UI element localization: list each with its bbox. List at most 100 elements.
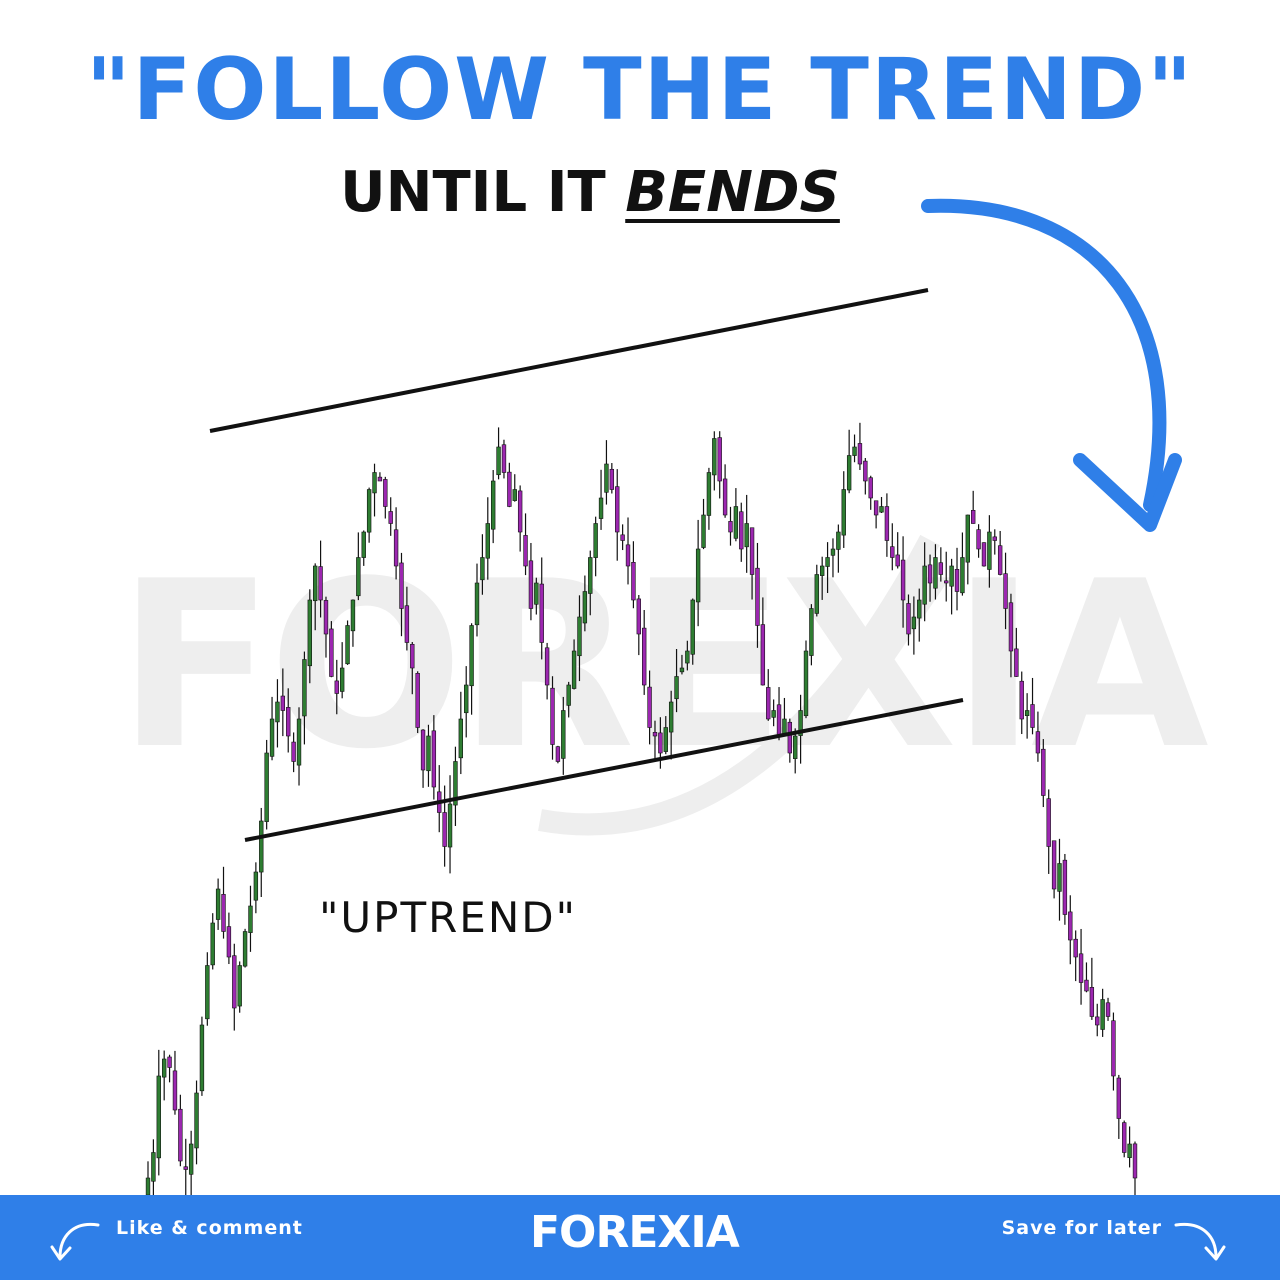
bearish-candle (404, 605, 410, 643)
bullish-candle (561, 710, 566, 759)
like-comment-label[interactable]: Like & comment (116, 1217, 303, 1239)
bearish-candle (766, 687, 771, 720)
like-arrow-icon[interactable] (48, 1217, 108, 1267)
bullish-candle (259, 820, 264, 873)
bullish-candle (879, 506, 884, 513)
bearish-candle (291, 741, 296, 762)
bearish-candle (1041, 748, 1046, 796)
subheadline-emphasis: BENDS (625, 160, 840, 225)
bullish-candle (744, 523, 749, 548)
bullish-candle (960, 557, 965, 594)
bearish-candle (280, 695, 286, 711)
bearish-candle (507, 471, 512, 507)
bullish-candle (447, 803, 453, 848)
candles-group (145, 422, 1138, 1196)
bearish-candle (728, 521, 733, 533)
lower-trendline (244, 698, 964, 842)
bearish-candle (167, 1056, 172, 1068)
bullish-candle (512, 489, 517, 501)
save-arrow-icon[interactable] (1168, 1217, 1228, 1267)
bearish-candle (1046, 798, 1051, 847)
bearish-candle (927, 564, 933, 584)
bullish-candle (307, 599, 312, 667)
bullish-candle (782, 718, 787, 734)
bearish-candle (954, 569, 960, 592)
bearish-candle (890, 546, 895, 558)
bullish-candle (1057, 863, 1062, 892)
bearish-candle (377, 476, 383, 482)
watermark-swoosh (538, 534, 940, 836)
bullish-candle (453, 761, 458, 806)
bearish-candle (647, 686, 652, 728)
bullish-candle (690, 599, 695, 655)
bearish-candle (609, 468, 615, 490)
bearish-candle (1035, 731, 1041, 754)
bullish-candle (809, 608, 814, 656)
bullish-candle (830, 548, 836, 556)
bearish-candle (863, 460, 868, 482)
bearish-candle (539, 583, 544, 643)
bearish-candle (776, 704, 782, 737)
bullish-candle (156, 1075, 161, 1159)
bullish-candle (771, 710, 776, 718)
bearish-candle (976, 529, 981, 550)
bearish-candle (431, 730, 437, 788)
bullish-candle (264, 752, 269, 822)
bearish-candle (739, 511, 744, 550)
bearish-candle (388, 511, 393, 524)
subheadline-prefix: UNTIL IT (340, 160, 626, 225)
save-later-label[interactable]: Save for later (1001, 1217, 1162, 1239)
bearish-candle (232, 955, 237, 1009)
bullish-candle (836, 531, 841, 550)
bearish-candle (981, 542, 987, 567)
bearish-candle (442, 812, 447, 847)
bullish-candle (674, 676, 679, 700)
bearish-candle (1132, 1143, 1138, 1179)
bullish-candle (237, 965, 242, 1007)
bullish-candle (275, 701, 280, 723)
bearish-candle (642, 627, 647, 686)
bearish-candle (760, 624, 766, 686)
bearish-candle (749, 527, 755, 575)
bearish-candle (944, 580, 949, 584)
bullish-candle (210, 922, 215, 966)
bearish-candle (1084, 979, 1089, 992)
bullish-candle (933, 557, 938, 589)
bearish-candle (226, 926, 232, 958)
bullish-candle (814, 574, 819, 614)
bearish-candle (399, 562, 404, 609)
bearish-candle (550, 687, 555, 745)
bullish-candle (313, 565, 318, 602)
bullish-candle (161, 1058, 167, 1078)
bullish-candle (248, 905, 253, 933)
bullish-candle (464, 684, 469, 714)
bullish-candle (350, 599, 356, 632)
bearish-candle (625, 544, 631, 567)
bullish-candle (188, 1143, 194, 1175)
bullish-candle (852, 446, 857, 456)
bullish-candle (793, 735, 798, 759)
bearish-candle (787, 721, 793, 754)
bullish-candle (965, 514, 970, 563)
bullish-candle (1100, 999, 1105, 1030)
bearish-candle (221, 894, 226, 932)
bearish-candle (1030, 704, 1035, 728)
bullish-candle (604, 463, 609, 493)
footer-bar: Like & comment FOREXIA Save for later (0, 1195, 1280, 1280)
bearish-candle (873, 500, 879, 516)
bearish-candle (1111, 1020, 1116, 1077)
bearish-candle (318, 566, 323, 601)
bearish-candle (631, 562, 636, 601)
bearish-candle (1051, 840, 1057, 890)
bearish-candle (383, 479, 388, 507)
bearish-candle (286, 707, 291, 737)
bearish-candle (1062, 859, 1068, 915)
bearish-candle (517, 490, 523, 533)
bearish-candle (900, 559, 906, 601)
bullish-candle (803, 650, 809, 717)
bullish-candle (145, 1177, 151, 1196)
bearish-candle (555, 746, 561, 762)
bullish-candle (679, 667, 685, 673)
bearish-candle (992, 536, 997, 541)
